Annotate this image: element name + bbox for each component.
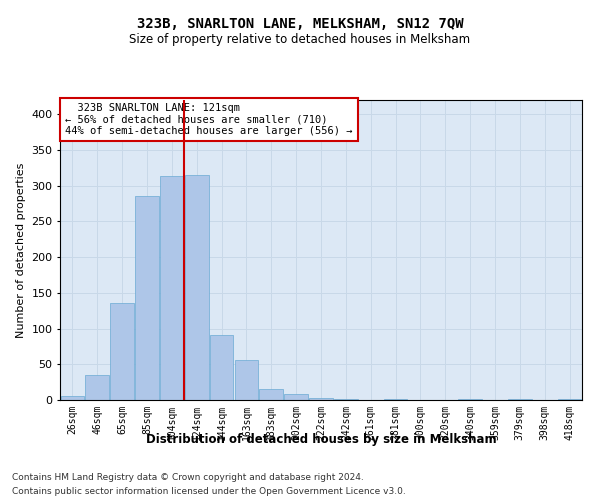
Bar [210, 335, 233, 400]
Bar [558, 398, 581, 400]
Bar [135, 196, 159, 400]
Bar [259, 388, 283, 400]
Text: Contains public sector information licensed under the Open Government Licence v3: Contains public sector information licen… [12, 488, 406, 496]
Bar [284, 394, 308, 400]
Bar [309, 398, 333, 400]
Bar [110, 303, 134, 400]
Text: 323B SNARLTON LANE: 121sqm
← 56% of detached houses are smaller (710)
44% of sem: 323B SNARLTON LANE: 121sqm ← 56% of deta… [65, 103, 353, 136]
Bar [235, 360, 258, 400]
Y-axis label: Number of detached properties: Number of detached properties [16, 162, 26, 338]
Text: Contains HM Land Registry data © Crown copyright and database right 2024.: Contains HM Land Registry data © Crown c… [12, 472, 364, 482]
Bar [160, 176, 184, 400]
Text: Distribution of detached houses by size in Melksham: Distribution of detached houses by size … [146, 432, 496, 446]
Text: Size of property relative to detached houses in Melksham: Size of property relative to detached ho… [130, 32, 470, 46]
Text: 323B, SNARLTON LANE, MELKSHAM, SN12 7QW: 323B, SNARLTON LANE, MELKSHAM, SN12 7QW [137, 18, 463, 32]
Bar [61, 396, 84, 400]
Bar [185, 175, 209, 400]
Bar [85, 375, 109, 400]
